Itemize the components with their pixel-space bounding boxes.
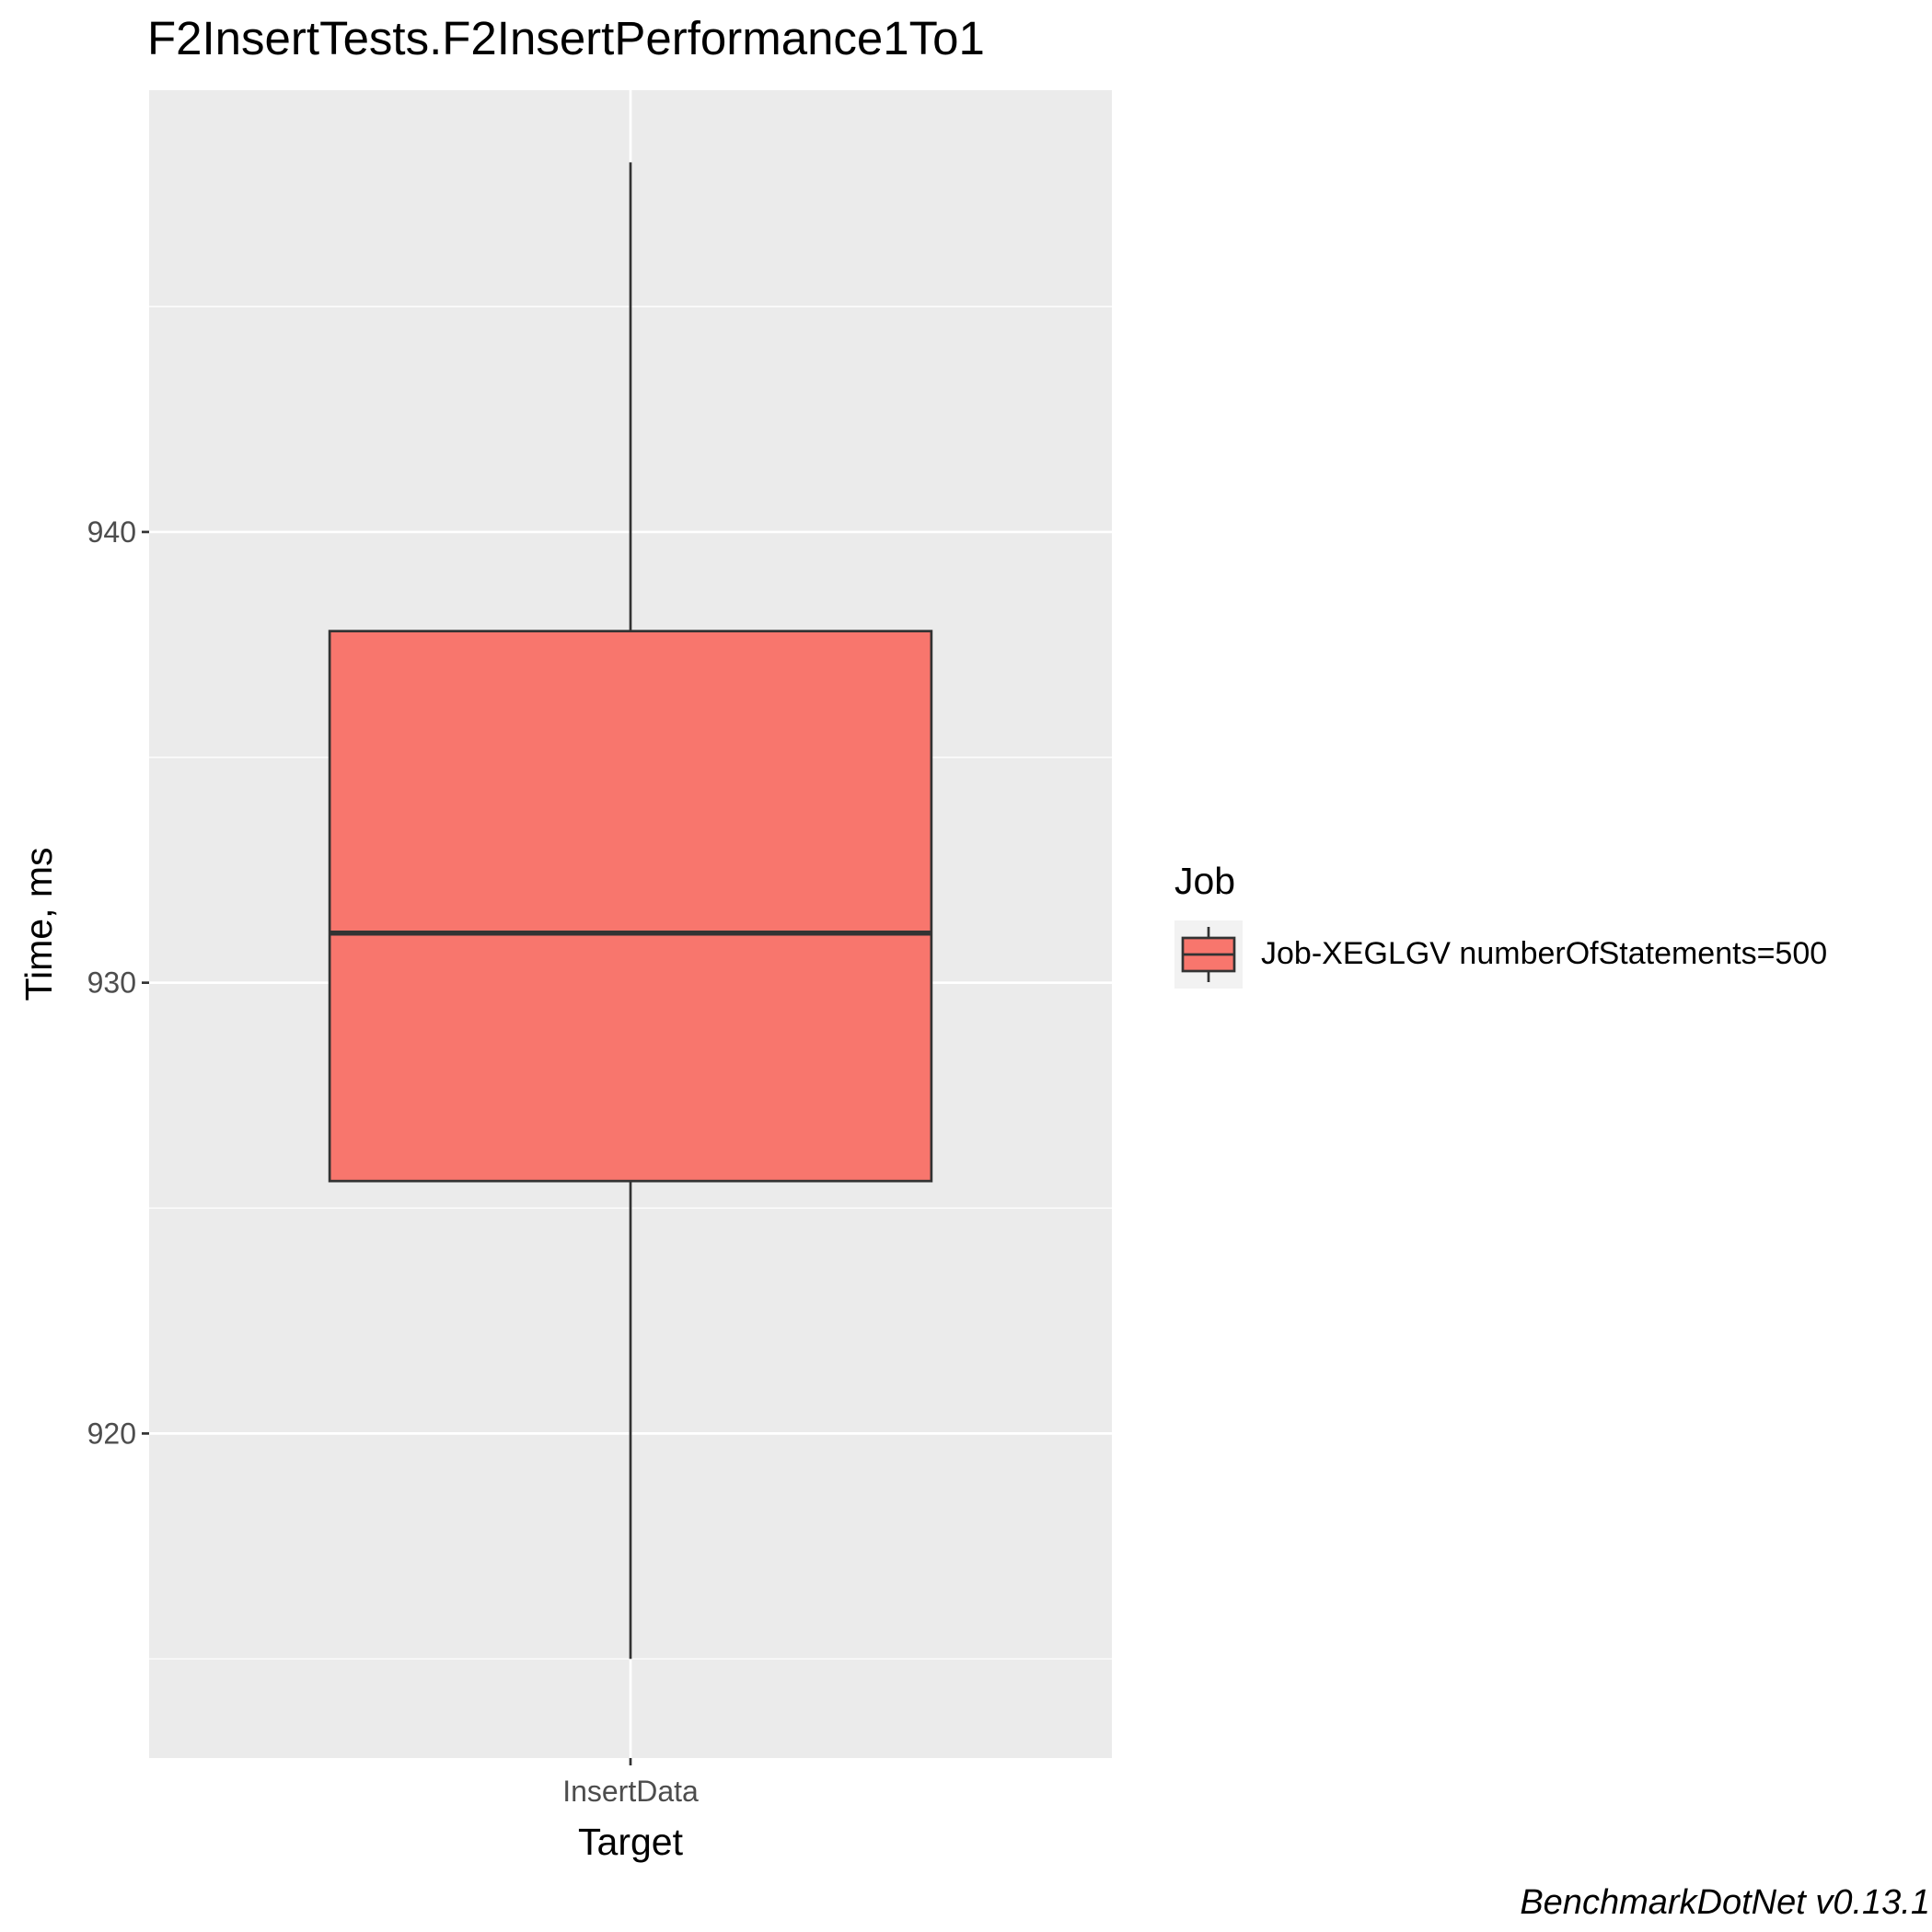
- footer-credit: BenchmarkDotNet v0.13.1: [1520, 1883, 1930, 1922]
- y-tick-label: 940: [87, 515, 136, 549]
- axes: 920 930 940 InsertData: [87, 515, 699, 1808]
- x-axis-title: Target: [578, 1821, 684, 1863]
- y-tick-label: 920: [87, 1417, 136, 1450]
- y-axis-title: Time, ms: [17, 847, 60, 1001]
- legend-entry-label: Job-XEGLGV numberOfStatements=500: [1261, 936, 1828, 971]
- box-iqr: [328, 630, 933, 1183]
- x-tick-label: InsertData: [562, 1775, 699, 1808]
- legend-key: [1174, 920, 1243, 989]
- chart-title: F2InsertTests.F2InsertPerformance1To1: [147, 12, 985, 64]
- box-marks: [328, 162, 933, 1660]
- legend-title: Job: [1174, 860, 1236, 902]
- y-tick-label: 930: [87, 966, 136, 1000]
